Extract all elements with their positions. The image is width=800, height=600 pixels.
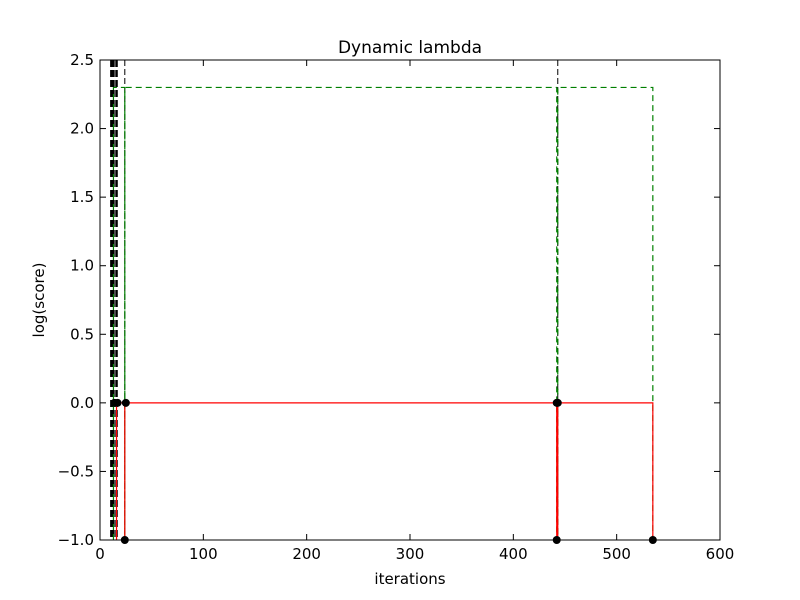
x-axis-label: iterations — [374, 570, 445, 588]
x-tick-label-5: 500 — [602, 545, 631, 563]
y-tick-label-3: 0.5 — [70, 325, 94, 343]
series-line-green-dashed — [112, 86, 654, 541]
chart-title: Dynamic lambda — [338, 38, 482, 58]
y-tick-label-4: 1.0 — [70, 257, 94, 275]
y-tick-label-7: 2.5 — [70, 51, 94, 69]
x-tick-label-1: 100 — [189, 545, 218, 563]
x-tick-label-6: 600 — [706, 545, 735, 563]
y-tick-label-0: −1.0 — [58, 531, 94, 549]
x-tick-label-4: 400 — [499, 545, 528, 563]
x-tick-label-3: 300 — [396, 545, 425, 563]
y-axis-label: log(score) — [30, 263, 48, 338]
marker-point-2 — [121, 398, 130, 407]
y-tick-label-1: −0.5 — [58, 462, 94, 480]
marker-point-1 — [113, 398, 122, 407]
y-tick-label-5: 1.5 — [70, 188, 94, 206]
x-tick-label-2: 200 — [292, 545, 321, 563]
x-tick-label-0: 0 — [95, 545, 105, 563]
marker-point-5 — [553, 398, 562, 407]
plot-frame — [99, 59, 721, 541]
y-tick-label-2: 0.0 — [70, 394, 94, 412]
y-tick-label-6: 2.0 — [70, 120, 94, 138]
axis-ticks: 0 100 200 300 400 500 600 −1.0 −0.5 0.0 0.5 1.0 1.5 2… — [58, 51, 735, 563]
